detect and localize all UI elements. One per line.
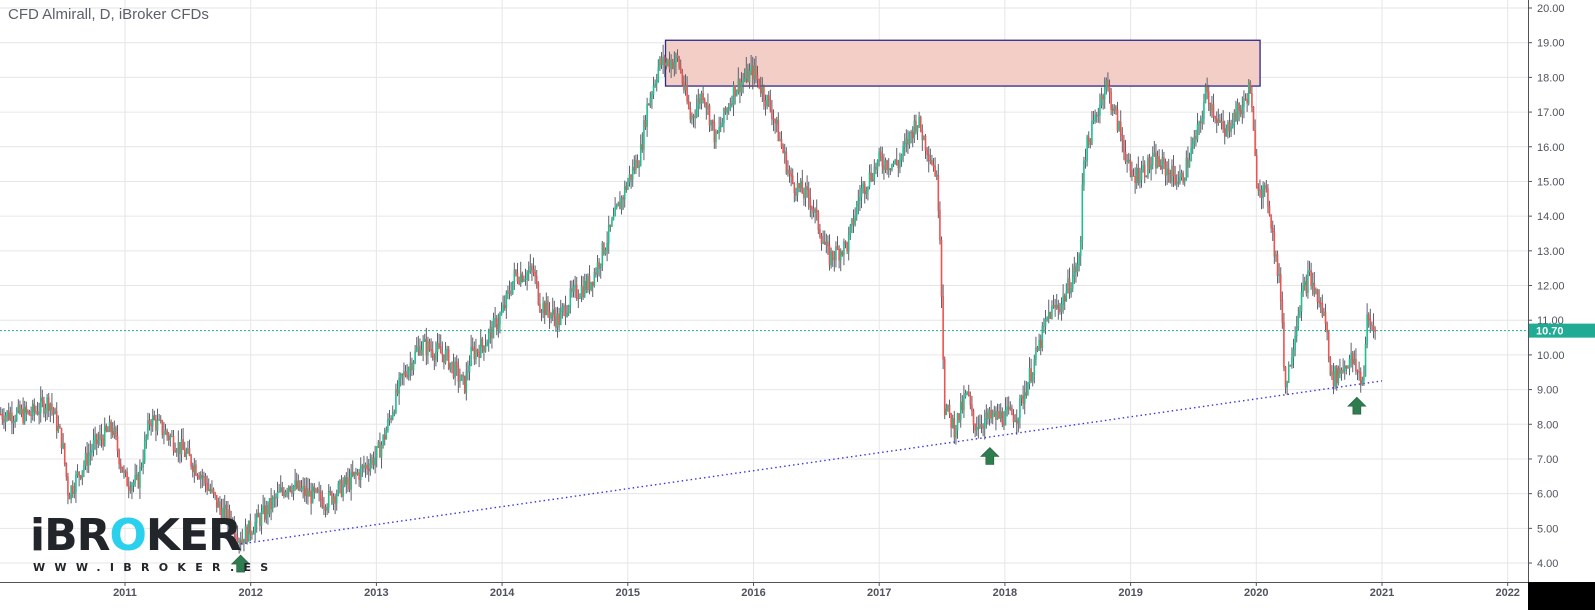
price-tick-label: 20.00	[1537, 3, 1565, 15]
resistance-zone[interactable]	[664, 39, 1261, 87]
ibroker-logo: iBROKER WWW.IBROKER.ES	[30, 514, 278, 575]
logo-website: WWW.IBROKER.ES	[33, 561, 278, 574]
logo-o-letter: O	[109, 510, 147, 561]
up-arrow-icon	[980, 447, 1000, 465]
price-tick-label: 18.00	[1537, 72, 1565, 84]
year-tick-label: 2013	[364, 587, 388, 599]
year-tick-label: 2011	[113, 587, 137, 599]
logo-wordmark: iBROKER	[30, 514, 278, 558]
price-tick-label: 13.00	[1537, 246, 1565, 258]
support-trendline[interactable]	[240, 380, 1383, 545]
logo-prefix: iBR	[30, 510, 110, 561]
price-tick-label: 19.00	[1537, 38, 1565, 50]
price-tick-label: 6.00	[1537, 489, 1558, 501]
price-tick-label: 16.00	[1537, 142, 1565, 154]
year-tick-label: 2014	[490, 587, 515, 599]
axis-corner	[1528, 582, 1595, 610]
price-tick-label: 8.00	[1537, 419, 1558, 431]
price-tick-label: 17.00	[1537, 107, 1565, 119]
up-arrow-markers	[230, 396, 1367, 573]
price-tick-label: 12.00	[1537, 281, 1565, 293]
year-tick-label: 2021	[1370, 587, 1394, 599]
chart-title: CFD Almirall, D, iBroker CFDs	[8, 6, 209, 23]
resistance-rectangle[interactable]	[664, 39, 1261, 87]
year-tick-label: 2017	[867, 587, 891, 599]
year-tick-label: 2018	[993, 587, 1017, 599]
year-tick-label: 2012	[238, 587, 262, 599]
year-tick-label: 2020	[1244, 587, 1268, 599]
year-tick-label: 2016	[741, 587, 765, 599]
time-axis[interactable]: 2011 2012 2013 2014 2015 2016 2017 2018 2019 2020…	[0, 582, 1595, 610]
overlay-lines[interactable]	[0, 330, 1528, 545]
price-tick-label: 15.00	[1537, 176, 1565, 188]
price-tick-label: 14.00	[1537, 211, 1565, 223]
last-price-value: 10.70	[1536, 326, 1564, 338]
price-candles	[0, 44, 1376, 554]
price-tick-label: 4.00	[1537, 558, 1558, 570]
price-tick-label: 10.00	[1537, 350, 1565, 362]
price-axis[interactable]: 20.00 19.00 18.00 17.00 16.00 15.00 14.00 13.00…	[1528, 0, 1595, 582]
year-tick-label: 2019	[1118, 587, 1142, 599]
year-tick-label: 2015	[616, 587, 640, 599]
grid-lines	[0, 0, 1528, 582]
up-arrow-icon	[1347, 396, 1367, 415]
price-tick-label: 5.00	[1537, 523, 1558, 535]
price-tick-label: 7.00	[1537, 454, 1558, 466]
year-tick-label: 2022	[1495, 587, 1519, 599]
price-tick-label: 9.00	[1537, 385, 1558, 397]
up-arrow-icon	[230, 554, 251, 573]
last-price-badge	[1529, 323, 1595, 338]
logo-suffix: KER	[145, 510, 242, 561]
